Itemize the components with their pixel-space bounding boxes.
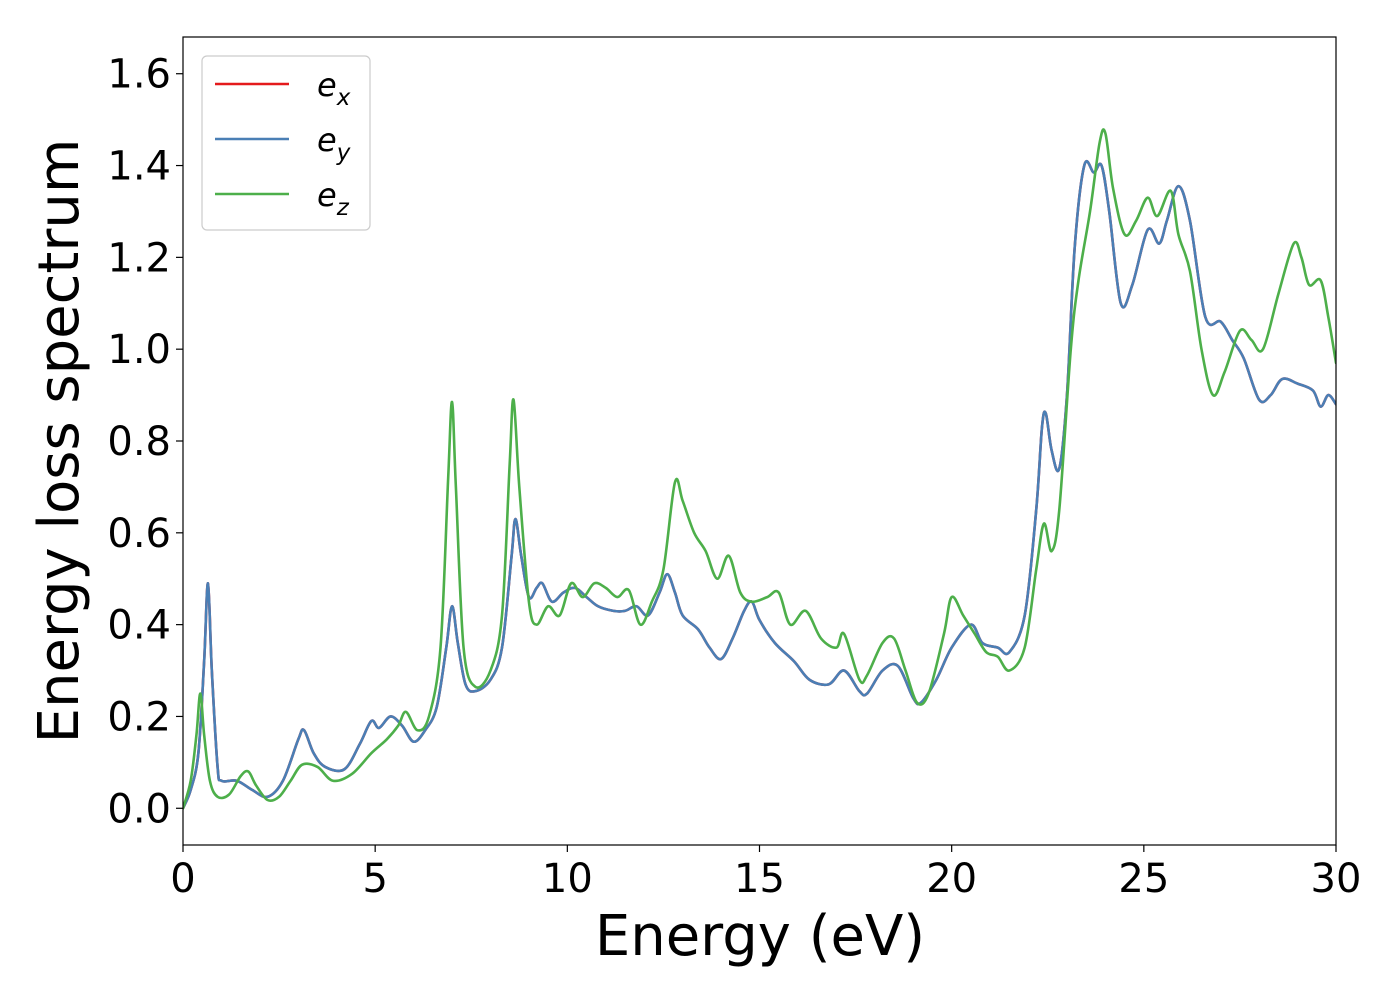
y-tick-label: 1.4 (107, 144, 171, 190)
series-line-x (183, 159, 1336, 810)
x-tick-label: 10 (542, 856, 593, 902)
legend-label-subscript: x (336, 85, 351, 111)
x-axis-ticks: 0 5 10 15 20 25 30 (170, 845, 1361, 902)
x-tick-label: 5 (362, 856, 387, 902)
x-tick-label: 30 (1311, 856, 1362, 902)
y-axis-ticks: 0.0 0.2 0.4 0.6 0.8 1.0 1.2 1.4 1.6 (107, 52, 183, 832)
legend-label-x: ex (317, 66, 351, 111)
legend-label-base: e (317, 176, 337, 214)
x-tick-label: 15 (734, 856, 785, 902)
legend-label-subscript: y (336, 140, 351, 166)
x-tick-label: 0 (170, 856, 195, 902)
y-tick-label: 0.2 (107, 694, 171, 740)
plot-frame (182, 36, 1337, 846)
y-tick-label: 0.6 (107, 511, 171, 557)
legend-label-base: e (317, 66, 337, 104)
series-lines (183, 128, 1336, 810)
series-line-z (183, 128, 1336, 810)
legend-label-subscript: z (336, 195, 350, 221)
x-tick-label: 20 (926, 856, 977, 902)
series-line-y (183, 159, 1336, 810)
legend-label-z: ez (317, 176, 350, 221)
x-axis-title: Energy (eV) (595, 904, 925, 969)
y-tick-label: 0.4 (107, 603, 171, 649)
y-tick-label: 0.8 (107, 419, 171, 465)
y-tick-label: 1.2 (107, 235, 171, 281)
legend-label-base: e (317, 121, 337, 159)
y-tick-label: 0.0 (107, 786, 171, 832)
y-tick-label: 1.0 (107, 327, 171, 373)
legend-frame (201, 55, 371, 231)
x-tick-label: 25 (1118, 856, 1169, 902)
legend-label-y: ey (317, 121, 351, 166)
y-axis-title: Energy loss spectrum (27, 139, 92, 744)
y-tick-label: 1.6 (107, 52, 171, 98)
